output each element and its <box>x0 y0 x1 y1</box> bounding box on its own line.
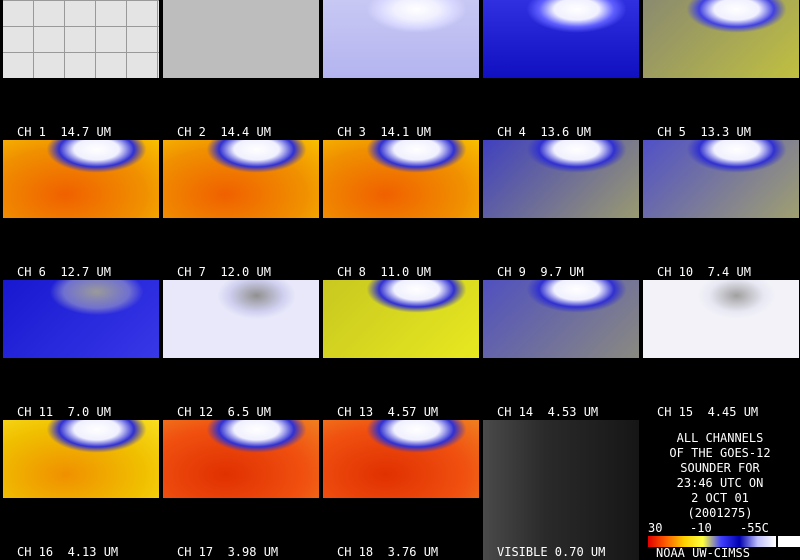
satellite-image <box>323 0 479 78</box>
satellite-image <box>323 420 479 498</box>
satellite-image <box>3 280 159 358</box>
satellite-image <box>643 280 799 358</box>
info-line: 2 OCT 01 <box>691 491 749 505</box>
satellite-image <box>163 420 319 498</box>
channel-label: CH 14 4.53 UM <box>497 405 599 419</box>
channel-label: CH 17 3.98 UM <box>177 545 279 559</box>
credit: NOAA UW-CIMSS <box>656 546 750 560</box>
scale-label: 30 <box>648 521 663 535</box>
info-line: ALL CHANNELS <box>676 431 764 445</box>
channel-label: CH 13 4.57 UM <box>337 405 439 419</box>
channel-label: CH 11 7.0 UM <box>17 405 111 419</box>
color-bar-end <box>778 536 800 547</box>
channel-label: CH 3 14.1 UM <box>337 125 431 139</box>
satellite-image <box>323 140 479 218</box>
scale-label: -10 <box>690 521 712 535</box>
satellite-image <box>643 140 799 218</box>
satellite-image <box>3 0 159 78</box>
satellite-image <box>163 0 319 78</box>
color-bar <box>648 536 776 547</box>
satellite-image <box>163 280 319 358</box>
satellite-image <box>643 0 799 78</box>
satellite-image <box>3 140 159 218</box>
channel-label: CH 5 13.3 UM <box>657 125 751 139</box>
channel-label: CH 8 11.0 UM <box>337 265 431 279</box>
channel-label: CH 7 12.0 UM <box>177 265 271 279</box>
channel-label: CH 1 14.7 UM <box>17 125 111 139</box>
satellite-image <box>483 280 639 358</box>
satellite-image <box>483 0 639 78</box>
channel-label: CH 9 9.7 UM <box>497 265 584 279</box>
channel-label: VISIBLE 0.70 UM <box>497 545 606 559</box>
channel-label: CH 4 13.6 UM <box>497 125 591 139</box>
channel-label: CH 16 4.13 UM <box>17 545 119 559</box>
info-line: 23:46 UTC ON <box>676 476 764 490</box>
info-line: SOUNDER FOR <box>680 461 760 475</box>
channel-label: CH 18 3.76 UM <box>337 545 439 559</box>
channel-label: CH 2 14.4 UM <box>177 125 271 139</box>
satellite-image <box>3 420 159 498</box>
info-line: OF THE GOES-12 <box>669 446 771 460</box>
channel-label: CH 10 7.4 UM <box>657 265 751 279</box>
channel-label: CH 12 6.5 UM <box>177 405 271 419</box>
channel-label: CH 6 12.7 UM <box>17 265 111 279</box>
channel-label: CH 15 4.45 UM <box>657 405 759 419</box>
info-line: (2001275) <box>687 506 753 520</box>
satellite-image <box>163 140 319 218</box>
satellite-image <box>323 280 479 358</box>
satellite-image <box>483 140 639 218</box>
satellite-image <box>483 420 639 560</box>
scale-label: -55C <box>740 521 769 535</box>
